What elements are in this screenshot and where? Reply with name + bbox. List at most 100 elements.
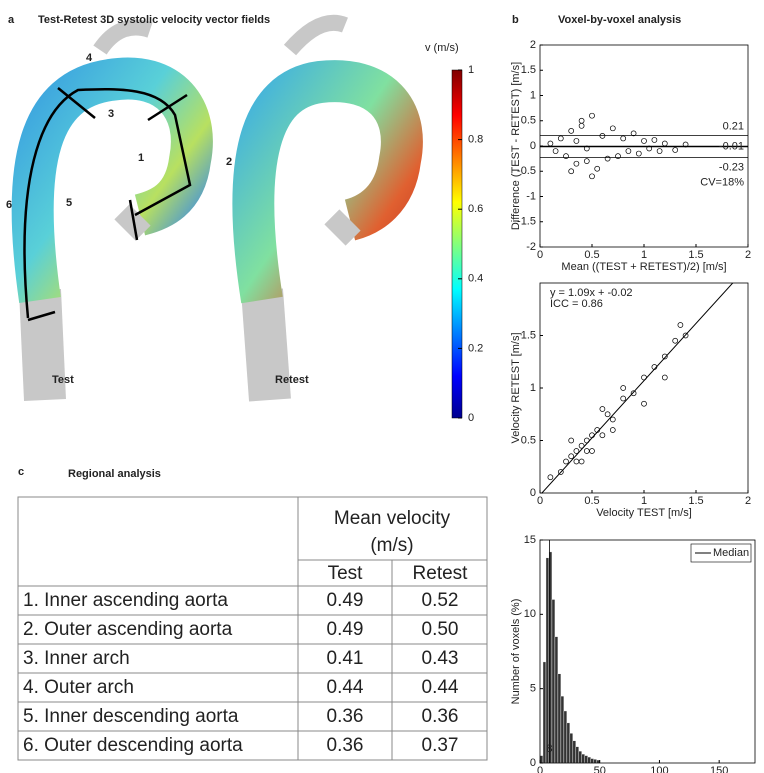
plot-area [541, 283, 734, 493]
aorta-test [11, 19, 213, 401]
y-tick-label: 0.5 [521, 434, 536, 446]
point [635, 150, 642, 157]
aorta-label: Retest [275, 374, 309, 386]
point [568, 437, 575, 444]
table-cell: 0.44 [327, 677, 364, 698]
x-tick-label: 1.5 [688, 495, 703, 507]
legend-box [690, 543, 752, 563]
y-tick-label: 5 [530, 683, 536, 695]
x-axis-label: Velocity TEST [m/s] [596, 507, 692, 519]
point [573, 448, 580, 454]
point [620, 395, 627, 402]
point [594, 165, 601, 172]
table-cell: 0.44 [422, 677, 459, 698]
column-header: Test [328, 563, 364, 584]
y-tick-label: 0.5 [521, 115, 536, 127]
y-tick-label: 15 [524, 534, 536, 546]
x-tick-label: 0 [537, 765, 543, 773]
table-cell: 0.50 [422, 619, 459, 640]
region-number: 4 [86, 52, 93, 64]
point [682, 332, 689, 339]
bar [593, 759, 597, 763]
aorta-label: Test [52, 374, 74, 386]
point [583, 448, 590, 454]
point [661, 374, 668, 381]
colorbar-tick-label: 0.4 [468, 273, 483, 285]
y-axis-label: Difference (TEST - RETEST) [m/s] [510, 62, 522, 230]
annotation: CV=18% [700, 177, 744, 189]
colorbar-tick-label: 1 [468, 64, 474, 76]
axes-frame [539, 539, 756, 764]
bar [566, 722, 571, 763]
point [573, 160, 580, 167]
x-tick-label: 2 [745, 249, 751, 261]
bar [587, 756, 591, 763]
table-cell: 0.37 [422, 735, 459, 756]
table-cell: 0.36 [422, 706, 459, 727]
point [552, 148, 559, 154]
x-tick-label: 0.5 [584, 249, 599, 261]
table-cell: 0.41 [327, 648, 364, 669]
aorta-retest [232, 14, 423, 402]
bar [560, 695, 565, 763]
point [578, 458, 585, 465]
y-axis-label: Number of voxels (%) [510, 599, 522, 705]
reference-label: 0.21 [723, 120, 744, 132]
fit-line [541, 283, 734, 493]
y-tick-label: 1.5 [521, 64, 536, 76]
row-label: 4. Outer arch [23, 677, 134, 698]
y-tick-label: 2 [530, 39, 536, 51]
point [661, 140, 668, 147]
y-tick-label: -1 [526, 190, 536, 202]
bar [551, 599, 556, 763]
bar [572, 740, 577, 763]
colorbar-label: v (m/s) [425, 42, 459, 54]
x-tick-label: 0.5 [584, 495, 599, 507]
point [672, 337, 679, 344]
point [672, 147, 679, 153]
point [630, 130, 637, 137]
table-cell: 0.36 [327, 706, 364, 727]
reference-label: -0.01 [719, 140, 744, 152]
panel-letter: c [18, 466, 24, 478]
point [557, 135, 564, 142]
panel-title: Test-Retest 3D systolic velocity vector … [38, 14, 270, 26]
bar [563, 710, 568, 763]
region-number: 1 [138, 152, 144, 164]
x-tick-label: 50 [594, 765, 606, 773]
point [568, 128, 575, 134]
point [573, 138, 580, 144]
point [609, 125, 616, 132]
annotation: y = 1.09x + -0.02 [550, 287, 633, 299]
x-tick-label: 1 [641, 495, 647, 507]
x-tick-label: 0 [537, 495, 543, 507]
y-tick-label: 1 [530, 382, 536, 394]
point [620, 135, 627, 142]
panel-letter: a [8, 14, 15, 26]
x-tick-label: 1 [641, 249, 647, 261]
bar [557, 673, 562, 763]
median-label: 8 [546, 743, 552, 755]
point [651, 137, 658, 143]
point [620, 385, 627, 391]
region-number: 3 [108, 108, 114, 120]
row-label: 2. Outer ascending aorta [23, 619, 233, 640]
table-cell: 0.49 [327, 590, 364, 611]
x-tick-label: 0 [537, 249, 543, 261]
point [578, 442, 585, 449]
bar [584, 755, 588, 763]
x-axis-label: Mean ((TEST + RETEST)/2) [m/s] [561, 261, 726, 273]
y-tick-label: -2 [526, 241, 536, 253]
row-label: 6. Outer descending aorta [23, 735, 243, 756]
bar [575, 746, 580, 763]
point [547, 140, 554, 147]
point [641, 400, 647, 407]
bar [590, 758, 594, 763]
y-axis-label: Velocity RETEST [m/s] [510, 332, 522, 443]
y-tick-label: 0 [530, 757, 536, 769]
point [578, 122, 585, 129]
point [599, 432, 606, 439]
y-tick-label: 1 [530, 89, 536, 101]
plot-area [540, 551, 600, 763]
x-tick-label: 100 [650, 765, 668, 773]
